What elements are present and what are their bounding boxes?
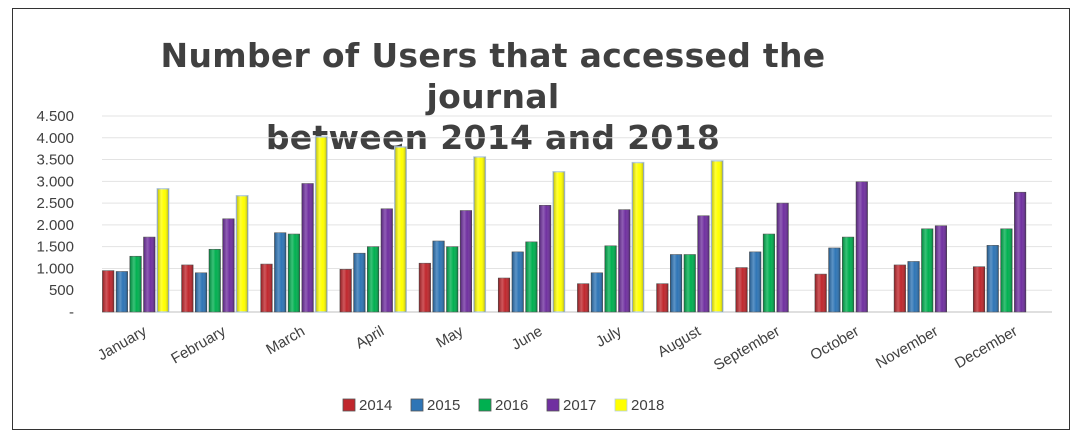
chart-title-line-1: Number of Users that accessed the journa…: [160, 36, 826, 116]
bar-shading: [181, 264, 194, 312]
y-tick-label: 2.500: [36, 195, 74, 212]
bar-shading: [460, 210, 472, 312]
bar-shading: [735, 267, 748, 312]
bar-shading: [632, 162, 644, 312]
bar-shading: [209, 249, 221, 312]
bar-shading: [763, 234, 775, 312]
bar-shading: [828, 247, 841, 312]
bar-shading: [656, 283, 669, 312]
bar-shading: [353, 253, 366, 312]
y-tick-label: 1.500: [36, 239, 74, 256]
x-tick-label: September: [711, 323, 783, 374]
bar-shading: [894, 264, 906, 312]
x-tick-label: August: [655, 322, 705, 360]
y-tick-label: 3.000: [36, 173, 74, 190]
x-tick-label: January: [95, 322, 150, 364]
legend: 2014 2015 2016 2017 2018: [342, 397, 664, 414]
bar-shading: [986, 245, 999, 312]
bar-shading: [288, 234, 300, 312]
legend-label-2015: 2015: [427, 397, 460, 414]
bar-shading: [222, 218, 235, 312]
bar-shading: [935, 225, 947, 312]
bar-shading: [511, 251, 524, 312]
legend-label-2018: 2018: [631, 397, 664, 414]
x-tick-label: February: [168, 322, 229, 367]
bar-shading: [749, 251, 761, 312]
bar-shading: [432, 241, 445, 312]
y-tick-label: 4.000: [36, 130, 74, 147]
legend-swatch-2018: [614, 398, 628, 412]
legend-label-2014: 2014: [359, 397, 392, 414]
bar-shading: [973, 266, 985, 312]
y-tick-label: 2.000: [36, 217, 74, 234]
legend-swatch-2016: [478, 398, 492, 412]
y-tick-label: 1.000: [36, 260, 74, 277]
x-tick-label: June: [509, 323, 546, 354]
bar-shading: [907, 261, 920, 312]
bar-shading: [195, 272, 207, 312]
bar-shading: [604, 245, 617, 312]
bar-shading: [539, 205, 551, 312]
bar-shading: [577, 283, 589, 312]
bar-shading: [618, 209, 631, 312]
x-tick-label: October: [807, 323, 862, 364]
bar-shading: [394, 146, 407, 312]
bar-shading: [684, 254, 696, 312]
bar-shading: [274, 232, 286, 312]
bars: [102, 136, 1027, 313]
bar-shading: [301, 183, 314, 312]
bar-shading: [129, 256, 142, 312]
bar-shading: [1000, 228, 1013, 312]
x-axis-ticks: January February March April May June July Augu…: [95, 322, 1021, 374]
x-tick-label: November: [873, 323, 941, 372]
bar-shading: [419, 263, 431, 312]
bar-shading: [498, 278, 510, 312]
bar-shading: [776, 203, 789, 312]
grid-lines: [102, 115, 1052, 313]
bar-shading: [157, 188, 169, 312]
bar-shading: [921, 228, 933, 312]
y-tick-label: 3.500: [36, 152, 74, 169]
bar-shading: [339, 269, 352, 312]
bar-shading: [236, 195, 248, 312]
bar-shading: [102, 270, 114, 312]
bar-shading: [697, 215, 710, 312]
y-tick-label: 500: [49, 282, 74, 299]
x-tick-label: December: [952, 323, 1020, 372]
bar-shading: [814, 274, 827, 312]
x-tick-label: July: [593, 322, 625, 350]
legend-swatch-2014: [342, 398, 356, 412]
bar-shading: [553, 171, 565, 312]
bar-shading: [856, 181, 868, 312]
y-tick-label: -: [69, 304, 74, 321]
bar-shading: [1014, 192, 1026, 312]
bar-shading: [381, 208, 393, 312]
legend-label-2016: 2016: [495, 397, 528, 414]
chart-frame: Number of Users that accessed the journa…: [12, 8, 1070, 430]
bar-shading: [315, 136, 328, 312]
y-tick-label: 4.500: [36, 108, 74, 125]
bar-shading: [525, 241, 538, 312]
bar-shading: [842, 237, 854, 312]
bar-shading: [473, 156, 486, 312]
legend-swatch-2015: [410, 398, 424, 412]
x-tick-label: May: [433, 322, 466, 351]
bar-shading: [446, 246, 458, 312]
x-tick-label: March: [263, 323, 308, 359]
bar-shading: [670, 254, 682, 312]
bar-shading: [367, 246, 379, 312]
bar-shading: [143, 237, 156, 312]
legend-label-2017: 2017: [563, 397, 596, 414]
bar-shading: [711, 160, 723, 312]
bar-shading: [591, 272, 603, 312]
legend-swatch-2017: [546, 398, 560, 412]
bar-shading: [116, 271, 128, 312]
x-tick-label: April: [353, 323, 387, 353]
bar-shading: [260, 264, 273, 312]
y-axis-ticks: - 500 1.000 1.500 2.000 2.500 3.000 3.500 4.000 4…: [36, 108, 74, 321]
